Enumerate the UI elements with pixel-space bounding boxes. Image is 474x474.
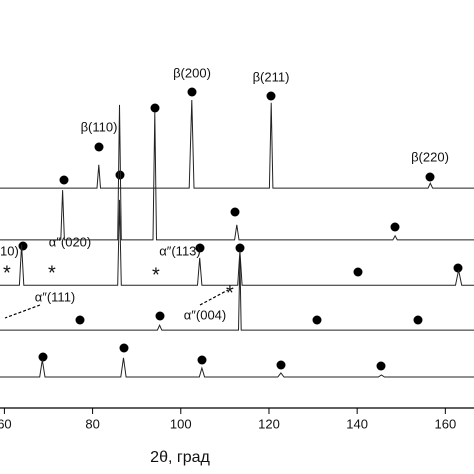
svg-text:*: *: [152, 264, 160, 286]
pattern-line: [0, 104, 474, 241]
annotation: β(211): [253, 69, 290, 84]
annotation: α″(004): [184, 307, 226, 322]
pattern-line: [0, 199, 474, 286]
arrows: [4, 289, 229, 319]
pattern-line: [0, 357, 474, 378]
peak-markers: * * * *: [3, 87, 463, 371]
svg-text:*: *: [226, 282, 234, 304]
annotation: β(200): [173, 65, 211, 80]
annotation: β(220): [411, 149, 449, 164]
annotation: 10): [0, 243, 19, 258]
x-tick-label: 60: [0, 416, 12, 431]
x-tick-label: 80: [85, 416, 99, 431]
svg-text:*: *: [48, 262, 56, 284]
annotation: α″(111): [35, 289, 76, 304]
svg-text:*: *: [3, 262, 11, 284]
x-tick-label: 140: [346, 416, 368, 431]
annotation: β(110): [81, 119, 118, 134]
x-tick-label: 160: [434, 416, 456, 431]
x-tick-label: 120: [258, 416, 280, 431]
x-tick-label: 100: [170, 416, 192, 431]
annotation: α″(020): [49, 234, 91, 249]
pattern-line: [0, 257, 474, 331]
x-axis-label: 2θ, град: [150, 449, 210, 466]
annotation: α″(113): [159, 243, 201, 258]
pattern-line: [0, 99, 474, 189]
